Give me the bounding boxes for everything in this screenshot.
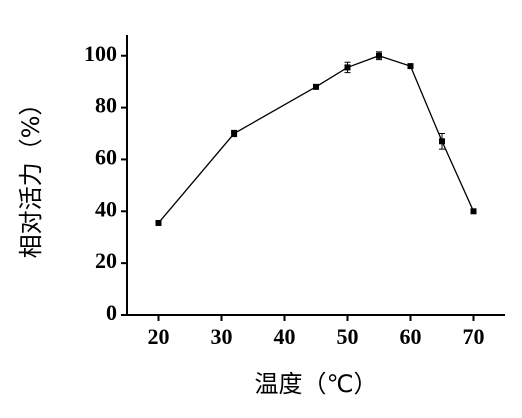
x-tick-label: 30 <box>211 324 233 349</box>
line <box>158 55 475 224</box>
point <box>313 83 319 90</box>
y-tick-label: 80 <box>95 93 117 118</box>
x-tick-label: 20 <box>148 324 170 349</box>
x-tick-label: 40 <box>274 324 296 349</box>
point <box>344 64 351 71</box>
y-tick-label: 0 <box>106 300 117 325</box>
x-tick-label: 70 <box>463 324 485 349</box>
y-tick-label: 100 <box>84 41 117 66</box>
x-axis-title: 温度（℃） <box>255 370 378 398</box>
y-tick-label: 20 <box>95 248 117 273</box>
point <box>231 130 238 137</box>
y-tick-label: 40 <box>95 196 117 221</box>
x-tick-label: 60 <box>400 324 422 349</box>
point <box>155 219 162 226</box>
x-tick-label: 50 <box>337 324 359 349</box>
y-axis-title: 相对活力（%） <box>17 92 45 259</box>
point <box>376 52 382 59</box>
y-tick-label: 60 <box>95 144 117 169</box>
point <box>407 63 414 70</box>
point <box>470 208 477 215</box>
point <box>439 138 445 145</box>
